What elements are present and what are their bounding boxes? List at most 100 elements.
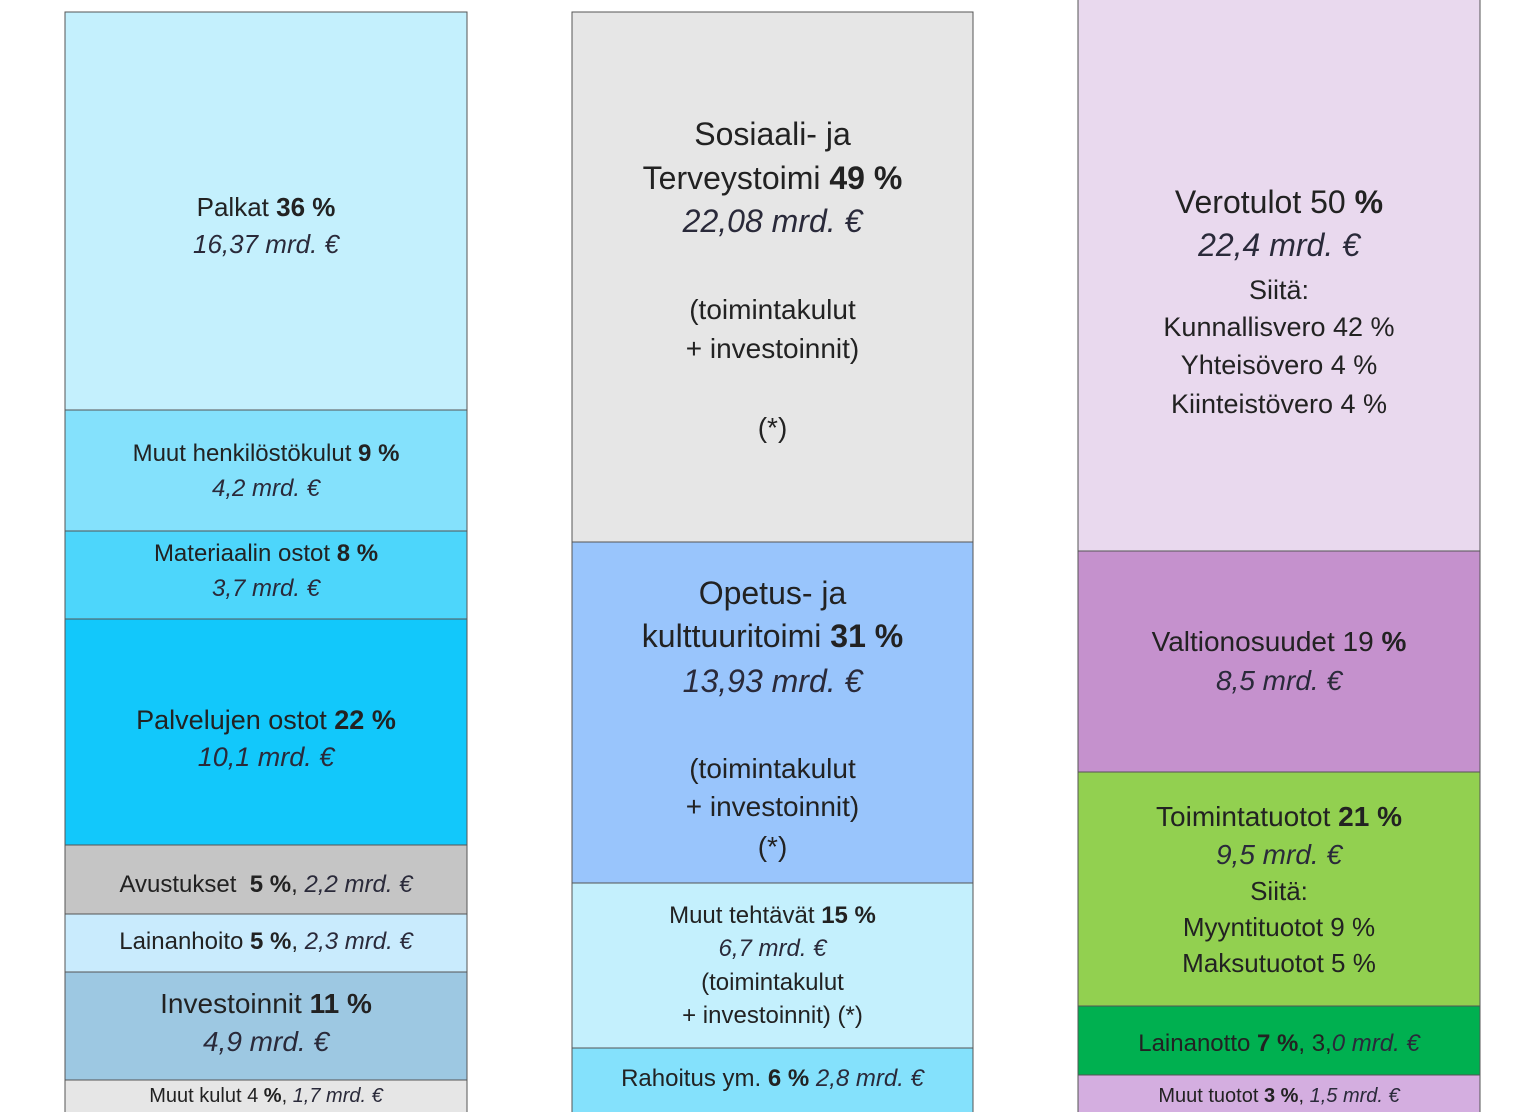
label-text: Siitä: — [1249, 275, 1309, 305]
label-text: , — [1298, 1085, 1309, 1107]
bold-text: 6 % — [768, 1065, 809, 1092]
block-box — [64, 11, 468, 411]
bold-text: % — [1355, 184, 1383, 220]
block-line: Myyntituotot 9 % — [1183, 912, 1375, 942]
block-line: (*) — [758, 831, 788, 862]
amount-text: 13,93 mrd. € — [683, 663, 865, 699]
block: Avustukset 5 %, 2,2 mrd. € — [64, 844, 468, 915]
bold-text: 8 % — [337, 540, 378, 567]
block-line: + investoinnit) — [686, 333, 860, 364]
block: Verotulot 50 % 22,4 mrd. € Siitä: Kunnallis… — [1077, 0, 1481, 552]
bold-text: 7 % — [1257, 1030, 1298, 1057]
label-text: Valtionosuudet 19 — [1152, 626, 1382, 657]
block-box — [64, 971, 468, 1081]
block-box — [1077, 550, 1481, 773]
label-text: Lainanotto — [1138, 1030, 1257, 1057]
bold-text: % — [264, 1085, 282, 1107]
label-text: Terveystoimi — [643, 160, 830, 196]
block: Muut kulut 4 %, 1,7 mrd. € — [64, 1079, 468, 1112]
label-text: Investoinnit — [160, 988, 309, 1019]
block-box — [64, 913, 468, 973]
block-box — [1077, 1005, 1481, 1076]
block-line: Rahoitus ym. 6 % 2,8 mrd. € — [621, 1065, 925, 1092]
label-text: Yhteisövero 4 % — [1181, 350, 1378, 380]
amount-text: 1,7 mrd. € — [293, 1085, 384, 1107]
block: Lainanhoito 5 %, 2,3 mrd. € — [64, 913, 468, 973]
block-line: Lainanotto 7 %, 3,0 mrd. € — [1138, 1030, 1421, 1057]
block-box — [1077, 0, 1481, 552]
label-text: (*) — [758, 831, 788, 862]
label-text: + investoinnit) — [686, 791, 860, 822]
bold-text: 5 % — [250, 928, 291, 955]
label-text: (toimintakulut — [689, 753, 856, 784]
block-line: 10,1 mrd. € — [198, 742, 337, 772]
block-line: 4,2 mrd. € — [212, 475, 322, 502]
bold-text: 22 % — [334, 705, 396, 735]
label-text: Opetus- ja — [699, 575, 847, 611]
label-text: Muut henkilöstökulut — [133, 440, 358, 467]
amount-text: 2,8 mrd. € — [815, 1065, 926, 1092]
label-text: Palkat — [197, 192, 277, 222]
label-text: Verotulot 50 — [1175, 184, 1355, 220]
block-box — [571, 882, 974, 1049]
block-box — [571, 541, 974, 884]
amount-text: 3,7 mrd. € — [212, 575, 322, 602]
bold-text: 36 % — [276, 192, 335, 222]
amount-text: 6,7 mrd. € — [718, 935, 828, 962]
block: Palvelujen ostot 22 % 10,1 mrd. € — [64, 618, 468, 846]
block-line: (*) — [758, 412, 788, 443]
block: Lainanotto 7 %, 3,0 mrd. € — [1077, 1005, 1481, 1076]
label-text: Myyntituotot 9 % — [1183, 912, 1375, 942]
block-line: Opetus- ja — [699, 575, 847, 611]
label-text: Toimintatuotot — [1156, 801, 1338, 832]
bold-text: 9 % — [358, 440, 399, 467]
block: Investoinnit 11 % 4,9 mrd. € — [64, 971, 468, 1081]
bold-text: 11 % — [310, 988, 372, 1019]
block-box — [64, 844, 468, 915]
bold-text: 31 % — [830, 618, 903, 654]
label-text: (toimintakulut — [701, 969, 844, 996]
block-line: Palkat 36 % — [197, 192, 336, 222]
label-text: (*) — [758, 412, 788, 443]
label-text: Kunnallisvero 42 % — [1163, 312, 1394, 342]
block-box — [64, 618, 468, 846]
block-line: Muut henkilöstökulut 9 % — [133, 440, 400, 467]
block: Muut henkilöstökulut 9 % 4,2 mrd. € — [64, 409, 468, 532]
block-line: Materiaalin ostot 8 % — [154, 540, 378, 567]
amount-text: 2,3 mrd. € — [304, 928, 415, 955]
block-line: 13,93 mrd. € — [683, 663, 865, 699]
bold-text: % — [1381, 626, 1406, 657]
block-line: (toimintakulut — [689, 753, 856, 784]
amount-text: 2,2 mrd. € — [303, 871, 414, 898]
amount-text: 16,37 mrd. € — [193, 229, 341, 259]
block-line: 16,37 mrd. € — [193, 229, 341, 259]
label-text: kulttuuritoimi — [642, 618, 831, 654]
bold-text: 15 % — [821, 902, 876, 929]
label-text: Palvelujen ostot — [136, 705, 334, 735]
block-line: kulttuuritoimi 31 % — [642, 618, 903, 654]
amount-text: 0 mrd. € — [1332, 1030, 1422, 1057]
block-box — [64, 409, 468, 532]
block-box — [1077, 771, 1481, 1007]
block-line: 6,7 mrd. € — [718, 935, 828, 962]
label-text: Avustukset — [119, 871, 249, 898]
label-text: + investoinnit) — [686, 333, 860, 364]
block-line: Siitä: — [1249, 275, 1309, 305]
block-line: 22,08 mrd. € — [682, 203, 865, 239]
block-line: Toimintatuotot 21 % — [1156, 801, 1402, 832]
block-line: Avustukset 5 %, 2,2 mrd. € — [119, 871, 414, 898]
block: Muut tehtävät 15 % 6,7 mrd. € (toimintakul… — [571, 882, 974, 1049]
block-line: Kunnallisvero 42 % — [1163, 312, 1394, 342]
amount-text: 10,1 mrd. € — [198, 742, 337, 772]
block: Sosiaali- ja Terveystoimi 49 % 22,08 mrd. … — [571, 11, 974, 543]
amount-text: 22,4 mrd. € — [1197, 227, 1362, 263]
label-text: , — [282, 1085, 293, 1107]
block-line: 9,5 mrd. € — [1216, 839, 1343, 870]
block: Materiaalin ostot 8 % 3,7 mrd. € — [64, 530, 468, 620]
block-line: + investoinnit) — [686, 791, 860, 822]
block: Valtionosuudet 19 % 8,5 mrd. € — [1077, 550, 1481, 773]
block: Muut tuotot 3 %, 1,5 mrd. € — [1077, 1074, 1481, 1112]
label-text: Muut kulut 4 — [149, 1085, 264, 1107]
block-line: Muut tuotot 3 %, 1,5 mrd. € — [1158, 1085, 1400, 1107]
bold-text: 21 % — [1338, 801, 1402, 832]
